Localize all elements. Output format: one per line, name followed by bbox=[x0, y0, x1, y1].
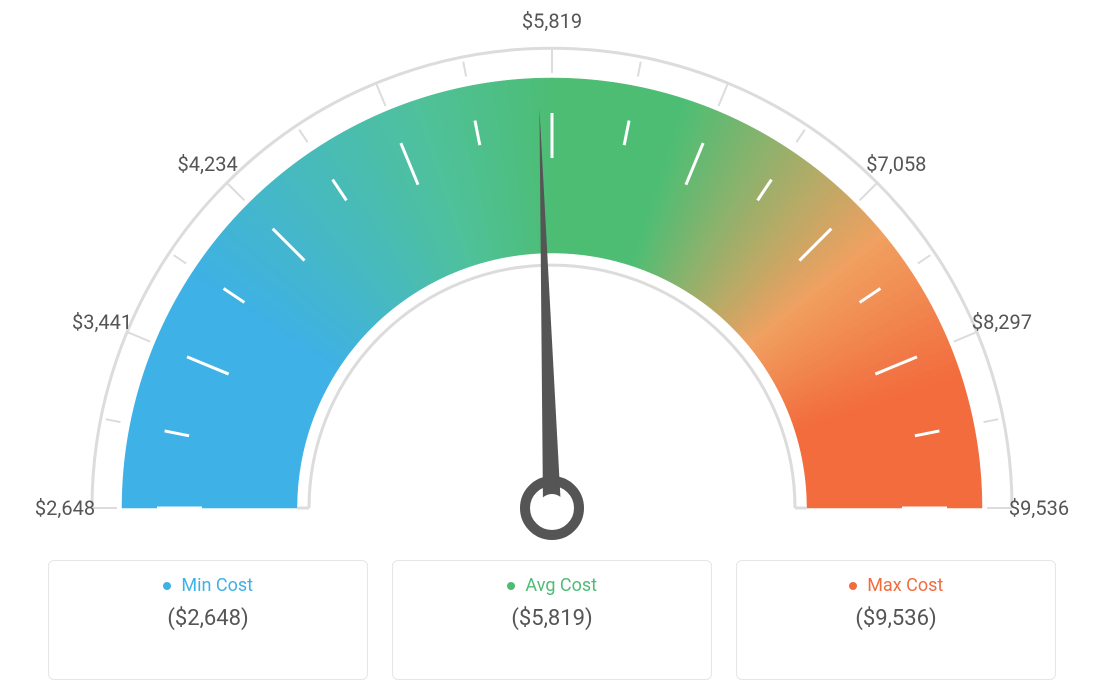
legend-min-label-text: Min Cost bbox=[181, 575, 253, 596]
legend-max-cost: Max Cost ($9,536) bbox=[736, 560, 1056, 680]
legend-max-label: Max Cost bbox=[757, 575, 1035, 596]
gauge-tick-label: $8,297 bbox=[972, 310, 1032, 334]
legend-max-value: ($9,536) bbox=[757, 606, 1035, 631]
legend-avg-label: Avg Cost bbox=[413, 575, 691, 596]
gauge-svg bbox=[0, 0, 1104, 560]
legend-max-label-text: Max Cost bbox=[867, 575, 943, 596]
gauge-area: $2,648 $3,441 $4,234 $5,819 $7,058 $8,297 $9,5… bbox=[0, 0, 1104, 560]
legend-min-label: Min Cost bbox=[69, 575, 347, 596]
legend-avg-label-text: Avg Cost bbox=[525, 575, 597, 596]
legend-row: Min Cost ($2,648) Avg Cost ($5,819) Max … bbox=[0, 560, 1104, 680]
gauge-tick-label: $5,819 bbox=[522, 9, 582, 33]
gauge-tick-label: $9,536 bbox=[1009, 496, 1069, 520]
dot-icon bbox=[163, 582, 171, 590]
gauge-tick-label: $7,058 bbox=[866, 152, 926, 176]
dot-icon bbox=[507, 582, 515, 590]
gauge-tick-label: $4,234 bbox=[178, 152, 238, 176]
legend-avg-cost: Avg Cost ($5,819) bbox=[392, 560, 712, 680]
legend-min-value: ($2,648) bbox=[69, 606, 347, 631]
legend-avg-value: ($5,819) bbox=[413, 606, 691, 631]
dot-icon bbox=[849, 582, 857, 590]
legend-min-cost: Min Cost ($2,648) bbox=[48, 560, 368, 680]
gauge-tick-label: $3,441 bbox=[72, 310, 132, 334]
cost-gauge-chart: $2,648 $3,441 $4,234 $5,819 $7,058 $8,297 $9,5… bbox=[0, 0, 1104, 690]
gauge-tick-label: $2,648 bbox=[35, 496, 95, 520]
